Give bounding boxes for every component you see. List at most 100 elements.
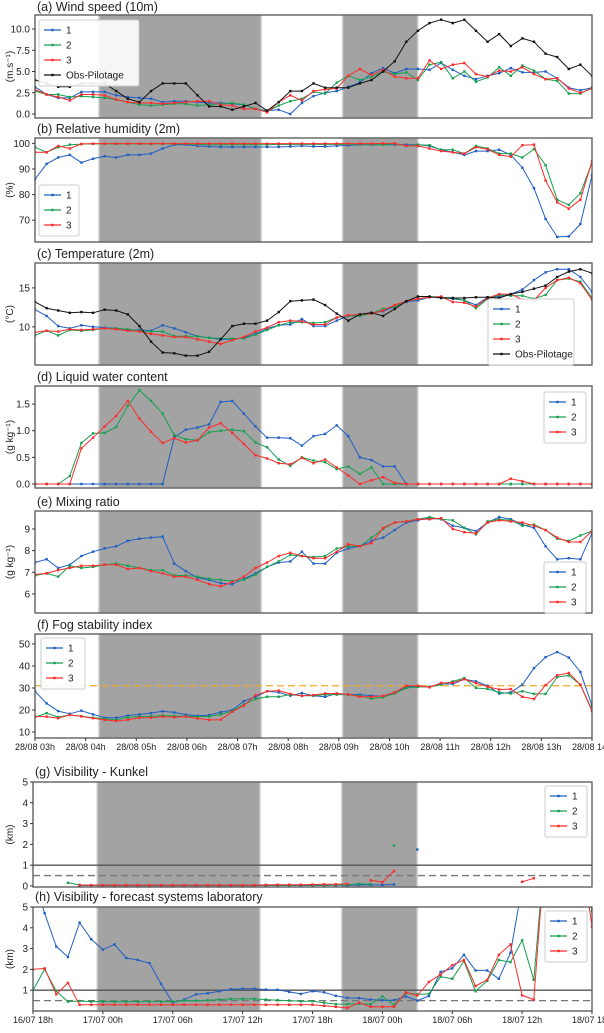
data-point (428, 147, 431, 150)
legend-marker (53, 676, 56, 680)
data-point (381, 536, 385, 539)
data-point (138, 153, 141, 157)
data-point (579, 268, 582, 271)
data-point (207, 577, 211, 580)
series-group (35, 142, 592, 239)
data-point (381, 68, 385, 72)
data-point (568, 843, 570, 845)
data-point (173, 101, 176, 105)
data-point (66, 1000, 70, 1003)
data-point (173, 716, 176, 719)
data-point (544, 683, 547, 687)
data-point (427, 994, 431, 998)
data-point (148, 883, 151, 887)
data-point (126, 329, 130, 332)
data-point (138, 103, 141, 106)
data-point (124, 1000, 128, 1003)
data-point (567, 557, 570, 560)
data-point (219, 422, 222, 425)
y-axis-label: (km) (5, 825, 16, 845)
data-point (521, 290, 524, 294)
data-point (91, 550, 95, 553)
x-tick-label: 28/08 07h (217, 742, 257, 752)
data-point (299, 883, 303, 886)
data-point (288, 999, 291, 1002)
data-point (579, 843, 581, 845)
data-point (66, 881, 70, 885)
data-point (159, 1000, 163, 1003)
y-tick-label: 0 (22, 881, 28, 892)
data-point (173, 711, 176, 714)
legend-label: 3 (66, 56, 72, 67)
data-point (231, 582, 234, 586)
data-point (103, 563, 106, 566)
data-point (579, 222, 582, 226)
data-point (393, 481, 396, 485)
data-point (242, 442, 246, 446)
data-point (369, 1005, 372, 1009)
data-point (393, 60, 396, 63)
data-point (451, 964, 454, 967)
x-tick-label: 17/07 18h (292, 1015, 332, 1025)
data-point (149, 399, 153, 403)
data-point (532, 666, 536, 670)
data-point (231, 108, 234, 111)
legend-marker (556, 570, 559, 574)
data-point (323, 88, 327, 91)
data-point (497, 295, 501, 298)
data-point (404, 991, 407, 994)
data-point (57, 334, 60, 337)
data-point (509, 951, 512, 954)
data-point (196, 717, 199, 720)
night-shading (96, 781, 261, 888)
data-point (43, 967, 46, 970)
data-point (207, 103, 211, 106)
data-point (161, 482, 164, 486)
x-tick-label: 18/07 06h (432, 1015, 472, 1025)
data-point (78, 999, 81, 1003)
data-point (347, 547, 350, 550)
data-point (323, 557, 327, 560)
data-point (136, 1000, 140, 1003)
data-point (289, 553, 292, 557)
x-tick-label: 28/08 11h (420, 742, 459, 752)
data-point (439, 975, 442, 978)
data-point (544, 271, 547, 274)
data-point (544, 482, 547, 486)
data-point (183, 883, 186, 887)
data-point (579, 558, 582, 561)
data-point (289, 320, 292, 324)
data-point (474, 990, 477, 993)
x-tick-label: 18/07 00h (362, 1015, 402, 1025)
data-point (312, 462, 315, 465)
data-point (474, 686, 478, 690)
panel: (f) Fog stability index 10 20 30 40 50 28/08 0… (15, 618, 604, 752)
data-point (474, 529, 478, 533)
data-point (115, 719, 118, 723)
data-point (45, 702, 48, 705)
data-point (544, 843, 546, 845)
series-group (35, 389, 592, 486)
data-point (509, 477, 512, 480)
data-point (323, 92, 327, 95)
data-point (80, 161, 83, 164)
x-tick-label: 28/08 09h (319, 742, 359, 752)
data-point (393, 75, 396, 78)
data-point (358, 456, 362, 459)
legend-label: 2 (572, 932, 578, 943)
data-point (242, 103, 246, 106)
legend-label: 3 (515, 335, 521, 346)
data-point (509, 70, 512, 73)
data-point (138, 96, 141, 100)
data-point (300, 101, 304, 105)
legend-marker (557, 919, 560, 923)
data-point (474, 680, 478, 683)
data-point (370, 539, 373, 543)
data-point (265, 695, 269, 698)
data-point (463, 301, 466, 304)
data-point (103, 431, 106, 435)
data-point (358, 472, 362, 476)
data-point (486, 685, 489, 688)
data-point (242, 700, 246, 703)
data-point (486, 296, 489, 299)
